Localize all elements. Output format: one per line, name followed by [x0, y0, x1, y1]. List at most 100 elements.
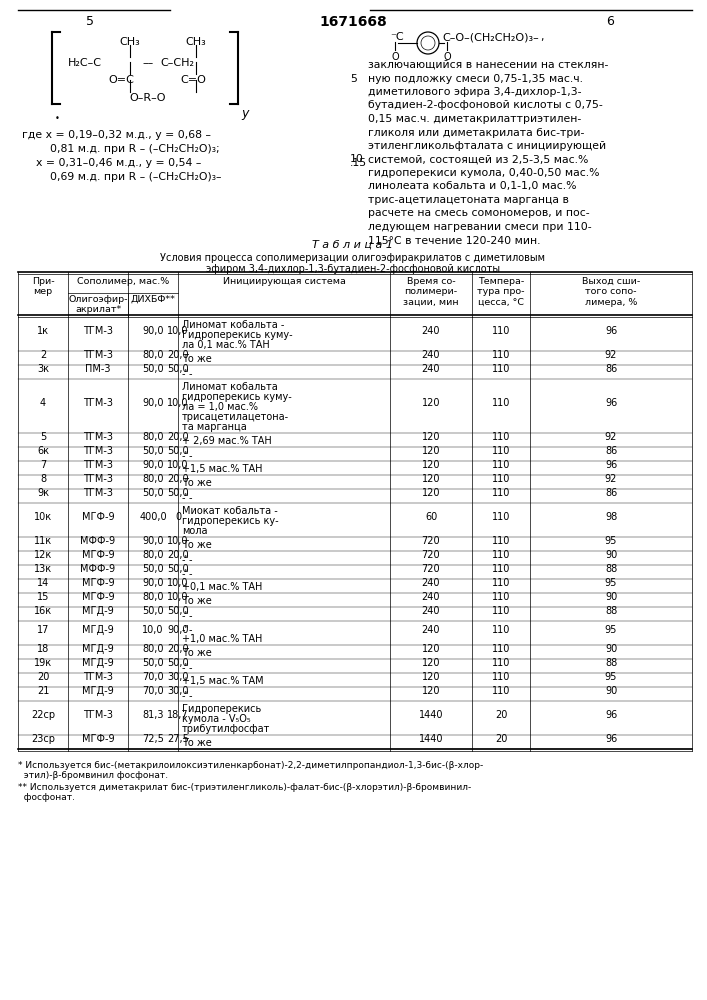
- Text: 110: 110: [492, 625, 510, 635]
- Text: 90,0: 90,0: [142, 326, 164, 336]
- Text: 720: 720: [421, 550, 440, 560]
- Text: 110: 110: [492, 398, 510, 408]
- Text: 2: 2: [40, 350, 46, 360]
- Text: 120: 120: [422, 488, 440, 498]
- Text: 60: 60: [425, 512, 437, 522]
- Text: ла = 1,0 мас.%: ла = 1,0 мас.%: [182, 402, 258, 412]
- Text: 5: 5: [350, 74, 357, 84]
- Text: гликоля или диметакрилата бис-три-: гликоля или диметакрилата бис-три-: [368, 127, 585, 137]
- Text: 80,0: 80,0: [142, 550, 164, 560]
- Text: 110: 110: [492, 512, 510, 522]
- Text: 110: 110: [492, 536, 510, 546]
- Text: Миокат кобальта -: Миокат кобальта -: [182, 506, 278, 516]
- Text: x = 0,31–0,46 м.д., y = 0,54 –: x = 0,31–0,46 м.д., y = 0,54 –: [22, 158, 201, 168]
- Text: 30,0: 30,0: [168, 672, 189, 682]
- Text: 110: 110: [492, 564, 510, 574]
- Text: 120: 120: [422, 432, 440, 442]
- Text: -"-: -"-: [182, 450, 194, 460]
- Text: ТГМ-3: ТГМ-3: [83, 710, 113, 720]
- Text: -"-: -"-: [182, 554, 194, 564]
- Text: Гидроперекись куму-: Гидроперекись куму-: [182, 330, 293, 340]
- Text: 110: 110: [492, 350, 510, 360]
- Text: 10,0: 10,0: [168, 398, 189, 408]
- Text: 88: 88: [605, 564, 617, 574]
- Text: 17: 17: [37, 625, 49, 635]
- Text: 120: 120: [422, 446, 440, 456]
- Text: 21: 21: [37, 686, 49, 696]
- Text: Сополимер, мас.%: Сополимер, мас.%: [77, 277, 169, 286]
- Text: 50,0: 50,0: [142, 564, 164, 574]
- Text: гидроперекись куму-: гидроперекись куму-: [182, 392, 292, 402]
- Text: фосфонат.: фосфонат.: [18, 793, 75, 802]
- Text: 240: 240: [422, 592, 440, 602]
- Text: 30,0: 30,0: [168, 686, 189, 696]
- Text: Время со-
полимери-
зации, мин: Время со- полимери- зации, мин: [403, 277, 459, 307]
- Text: расчете на смесь сомономеров, и пос-: расчете на смесь сомономеров, и пос-: [368, 209, 590, 219]
- Text: 110: 110: [492, 606, 510, 616]
- Text: 6к: 6к: [37, 446, 49, 456]
- Text: 1440: 1440: [419, 734, 443, 744]
- Text: 50,0: 50,0: [167, 564, 189, 574]
- Text: ТГМ-3: ТГМ-3: [83, 446, 113, 456]
- Text: +1,0 мас.% ТАН: +1,0 мас.% ТАН: [182, 634, 262, 644]
- Text: ла 0,1 мас.% ТАН: ла 0,1 мас.% ТАН: [182, 340, 270, 350]
- Text: 96: 96: [605, 710, 617, 720]
- Text: O: O: [391, 52, 399, 62]
- Text: 720: 720: [421, 564, 440, 574]
- Text: мола: мола: [182, 526, 207, 536]
- Text: 50,0: 50,0: [167, 606, 189, 616]
- Text: 110: 110: [492, 658, 510, 668]
- Text: 72,5: 72,5: [142, 734, 164, 744]
- Text: 10: 10: [350, 154, 364, 164]
- Text: 81,3: 81,3: [142, 710, 164, 720]
- Text: 22ср: 22ср: [31, 710, 55, 720]
- Text: 20,0: 20,0: [167, 432, 189, 442]
- Text: * Используется бис-(метакрилоилоксиэтиленкарбонат)-2,2-диметилпропандиол-1,3-бис: * Используется бис-(метакрилоилоксиэтиле…: [18, 761, 484, 770]
- Text: 96: 96: [605, 734, 617, 744]
- Text: 80,0: 80,0: [142, 592, 164, 602]
- Text: 50,0: 50,0: [142, 446, 164, 456]
- Text: 23ср: 23ср: [31, 734, 55, 744]
- Text: гидроперекиси кумола, 0,40-0,50 мас.%: гидроперекиси кумола, 0,40-0,50 мас.%: [368, 168, 600, 178]
- Text: 4: 4: [40, 398, 46, 408]
- Text: 720: 720: [421, 536, 440, 546]
- Text: C–CH₂: C–CH₂: [160, 58, 194, 68]
- Text: МГД-9: МГД-9: [82, 625, 114, 635]
- Text: 240: 240: [422, 578, 440, 588]
- Text: 240: 240: [422, 625, 440, 635]
- Text: МГД-9: МГД-9: [82, 644, 114, 654]
- Text: C–O–(CH₂CH₂O)₃–: C–O–(CH₂CH₂O)₃–: [442, 32, 539, 42]
- Text: 80,0: 80,0: [142, 432, 164, 442]
- Text: Т а б л и ц а 1: Т а б л и ц а 1: [312, 240, 394, 250]
- Text: 50,0: 50,0: [142, 606, 164, 616]
- Text: 5: 5: [40, 432, 46, 442]
- Text: этиленгликольфталата с инициирующей: этиленгликольфталата с инициирующей: [368, 141, 606, 151]
- Text: 88: 88: [605, 658, 617, 668]
- Text: При-
мер: При- мер: [32, 277, 54, 296]
- Text: МГФ-9: МГФ-9: [82, 592, 115, 602]
- Text: CH₃: CH₃: [186, 37, 206, 47]
- Text: 0,15 мас.ч. диметакрилаттриэтилен-: 0,15 мас.ч. диметакрилаттриэтилен-: [368, 114, 581, 124]
- Text: ** Используется диметакрилат бис-(триэтиленгликоль)-фалат-бис-(β-хлорэтил)-β-бро: ** Используется диметакрилат бис-(триэти…: [18, 783, 472, 792]
- Text: Олигоэфир-
акрилат*: Олигоэфир- акрилат*: [69, 295, 128, 314]
- Text: 10,0: 10,0: [168, 578, 189, 588]
- Text: где x = 0,19–0,32 м.д., y = 0,68 –: где x = 0,19–0,32 м.д., y = 0,68 –: [22, 130, 211, 140]
- Text: МГФ-9: МГФ-9: [82, 734, 115, 744]
- Text: ,: ,: [540, 32, 544, 42]
- Text: Темпера-
тура про-
цесса, °C: Темпера- тура про- цесса, °C: [477, 277, 525, 307]
- Text: 95: 95: [604, 672, 617, 682]
- Text: МГФ-9: МГФ-9: [82, 578, 115, 588]
- Text: 86: 86: [605, 446, 617, 456]
- Text: 50,0: 50,0: [167, 446, 189, 456]
- Text: 70,0: 70,0: [142, 686, 164, 696]
- Text: 18: 18: [37, 644, 49, 654]
- Text: 90,0: 90,0: [142, 578, 164, 588]
- Text: O=C: O=C: [108, 75, 134, 85]
- Text: 20,0: 20,0: [167, 550, 189, 560]
- Text: 20: 20: [495, 710, 507, 720]
- Text: 120: 120: [422, 672, 440, 682]
- Text: линолеата кобальта и 0,1-1,0 мас.%: линолеата кобальта и 0,1-1,0 мас.%: [368, 182, 576, 192]
- Text: 86: 86: [605, 488, 617, 498]
- Text: 88: 88: [605, 606, 617, 616]
- Text: 92: 92: [604, 474, 617, 484]
